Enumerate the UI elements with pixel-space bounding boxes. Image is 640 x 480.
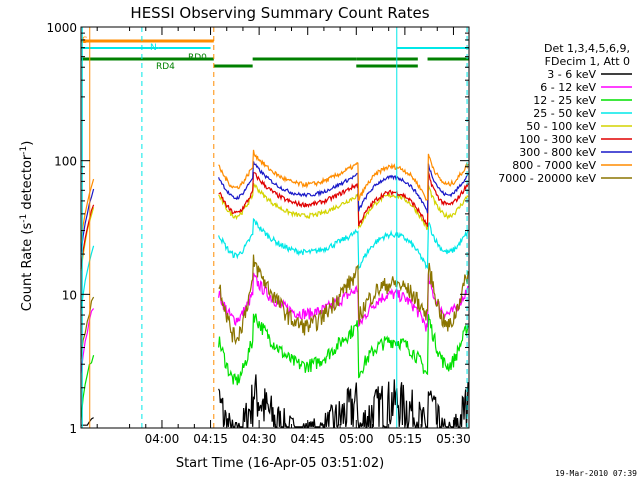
- series-path: [218, 217, 469, 271]
- boundary-lines: [81, 27, 468, 428]
- footer-date: 19-Mar-2010 07:39: [555, 469, 637, 478]
- series-path: [80, 308, 95, 374]
- legend-item-label: 3 - 6 keV: [547, 68, 596, 81]
- x-tick-label: 04:30: [242, 432, 277, 446]
- y-tick-label: 1000: [46, 21, 77, 35]
- y-axis-label: Count Rate (s-1 detector-1): [19, 141, 35, 312]
- x-ticks: 04:00 04:15 04:30 04:45 05:00 05:15 05:30: [96, 27, 471, 446]
- chart-title: HESSI Observing Summary Count Rates: [130, 4, 429, 22]
- series-path: [218, 161, 469, 214]
- y-axis-label-sup1: -1: [19, 214, 29, 223]
- series-path: [218, 272, 469, 332]
- series-path: [218, 374, 469, 429]
- y-axis-label-main: Count Rate (s: [20, 223, 35, 312]
- x-tick-label: 05:15: [388, 432, 423, 446]
- flag-label: N: [150, 43, 157, 53]
- legend-item-label: 12 - 25 keV: [533, 94, 596, 107]
- legend-item-label: 25 - 50 keV: [533, 107, 596, 120]
- y-axis-label-sup2: -1: [19, 146, 29, 155]
- x-tick-label: 04:15: [193, 432, 228, 446]
- series-path: [218, 313, 469, 386]
- legend-header: Det 1,3,4,5,6,9,: [544, 42, 630, 55]
- legend-item-label: 300 - 800 keV: [519, 146, 596, 159]
- flag-bars: S N RD0 RD4: [81, 36, 469, 72]
- series-path: [218, 182, 469, 231]
- legend-item-label: 100 - 300 keV: [519, 133, 596, 146]
- legend: Det 1,3,4,5,6,9,FDecim 1, Att 03 - 6 keV…: [498, 42, 632, 185]
- series-path: [81, 417, 94, 426]
- series-path: [80, 355, 95, 421]
- plot-frame: [80, 26, 470, 429]
- y-axis-label-end: ): [20, 141, 35, 146]
- y-tick-label: 100: [54, 155, 77, 169]
- flag-label: RD0: [188, 53, 207, 63]
- series-path: [218, 171, 469, 227]
- series-path: [218, 254, 469, 346]
- legend-item-label: 6 - 12 keV: [540, 81, 596, 94]
- legend-item-label: 7000 - 20000 keV: [498, 172, 596, 185]
- series-path: [80, 296, 95, 360]
- x-axis-label: Start Time (16-Apr-05 03:51:02): [176, 456, 384, 471]
- y-tick-label: 10: [62, 288, 77, 302]
- series-path: [80, 204, 95, 269]
- series-path: [80, 178, 95, 243]
- x-tick-label: 04:00: [145, 432, 180, 446]
- legend-item-label: 50 - 100 keV: [526, 120, 596, 133]
- x-tick-label: 04:45: [290, 432, 325, 446]
- series-path: [80, 188, 95, 255]
- legend-header: FDecim 1, Att 0: [545, 55, 630, 68]
- y-ticks: 1 10 100 1000: [46, 21, 469, 436]
- y-tick-label: 1: [69, 422, 77, 436]
- flag-label: S: [82, 36, 88, 46]
- y-axis-label-mid: detector: [20, 154, 35, 214]
- series-path: [80, 245, 95, 311]
- series-layer: [80, 149, 469, 429]
- x-tick-label: 05:30: [436, 432, 471, 446]
- legend-item-label: 800 - 7000 keV: [512, 159, 596, 172]
- flag-label: RD4: [156, 62, 175, 72]
- x-tick-label: 05:00: [339, 432, 374, 446]
- series-path: [218, 149, 469, 202]
